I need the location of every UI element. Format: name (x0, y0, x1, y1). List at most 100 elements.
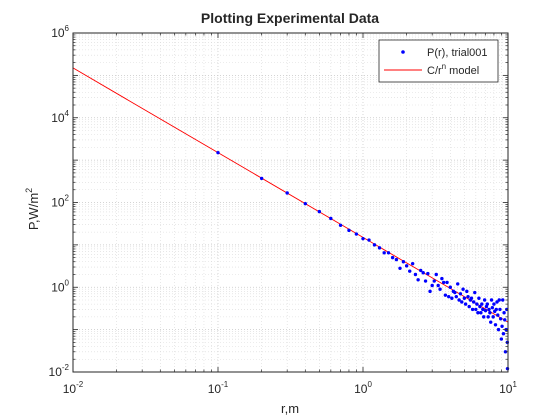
data-point (419, 268, 423, 273)
x-tick-label-exponent: -2 (76, 380, 84, 389)
data-point (216, 150, 220, 155)
data-point (329, 216, 333, 221)
data-point (401, 260, 406, 264)
y-tick-label-base: 10 (49, 365, 63, 379)
data-point (492, 302, 496, 306)
x-tick-label: 100 (354, 380, 372, 396)
data-point (482, 315, 486, 319)
data-point (462, 296, 467, 300)
data-point (473, 290, 477, 295)
y-tick-label: 102 (51, 194, 69, 210)
data-point (493, 323, 498, 327)
data-point (259, 176, 264, 181)
data-point (472, 300, 476, 304)
data-point (398, 266, 402, 270)
data-point (475, 302, 479, 306)
data-point (458, 292, 463, 296)
data-point (482, 298, 487, 302)
data-point (317, 209, 322, 214)
data-point (448, 285, 452, 289)
data-point (478, 304, 482, 309)
x-tick-label-base: 10 (63, 382, 77, 396)
data-point (463, 302, 468, 306)
data-point (489, 320, 493, 324)
y-tick-label-exponent: 4 (65, 109, 70, 118)
legend-marker-trial001 (401, 50, 405, 54)
data-point (456, 282, 460, 286)
y-tick-label: 100 (51, 278, 69, 294)
data-point (490, 305, 495, 310)
x-tick-label-exponent: 0 (367, 380, 372, 389)
y-tick-label-base: 10 (51, 196, 65, 210)
data-point (491, 315, 495, 319)
data-point (483, 308, 488, 313)
x-tick-label: 10-1 (208, 380, 229, 396)
data-point (470, 307, 475, 312)
data-point (434, 272, 438, 277)
data-point (450, 296, 454, 300)
chart-title: Plotting Experimental Data (201, 10, 379, 26)
data-point (500, 324, 504, 328)
data-point (479, 311, 483, 315)
data-point (416, 278, 420, 282)
data-point (460, 300, 464, 304)
data-point (476, 311, 480, 315)
data-point (438, 287, 442, 291)
y-tick-label-exponent: 6 (65, 24, 70, 33)
x-tick-label-exponent: -1 (221, 380, 229, 389)
data-point (354, 232, 359, 236)
data-point (372, 243, 377, 247)
data-point (408, 269, 412, 273)
y-tick-label-base: 10 (51, 111, 65, 125)
tick-marks (72, 32, 509, 373)
legend: P(r), trial001 C/rn model (378, 39, 499, 83)
data-point (441, 280, 446, 285)
y-tick-label-base: 10 (51, 26, 65, 40)
data-point (485, 302, 490, 306)
data-point (454, 294, 458, 299)
data-point (303, 201, 307, 206)
data-point (377, 246, 382, 250)
data-point (453, 290, 457, 295)
data-point (410, 261, 415, 266)
x-tick-label-base: 10 (354, 382, 368, 396)
data-point (495, 300, 499, 304)
data-point (466, 294, 470, 299)
x-tick-label-exponent: 1 (512, 380, 517, 389)
data-point (501, 332, 506, 336)
data-point (440, 276, 444, 281)
data-point (461, 287, 465, 291)
data-point (445, 280, 449, 285)
data-point (474, 307, 478, 312)
legend-label-model-base: C/r (427, 65, 442, 77)
grid (72, 32, 509, 373)
data-point (421, 271, 425, 275)
data-point (480, 302, 484, 306)
data-point (382, 251, 386, 255)
y-tick-label: 104 (51, 109, 69, 125)
data-point (465, 289, 469, 294)
legend-box (378, 39, 499, 83)
data-point (486, 315, 490, 319)
data-point (457, 298, 461, 302)
data-point (428, 289, 432, 294)
data-point (386, 251, 391, 255)
y-tick-label-exponent: -2 (62, 363, 70, 372)
data-point (498, 307, 502, 312)
data-point (430, 283, 434, 288)
data-point (487, 307, 491, 312)
x-tick-label: 101 (499, 380, 517, 396)
y-axis-label-superscript: 2 (24, 188, 34, 193)
x-axis-label: r,m (281, 401, 299, 416)
data-point (367, 238, 371, 242)
plot-area (72, 32, 510, 373)
data-point (413, 272, 418, 277)
series-layer (72, 67, 510, 371)
y-axis-label: P,W/m2 (24, 188, 41, 230)
data-point (443, 293, 448, 297)
data-point (447, 294, 451, 299)
y-tick-label-exponent: 2 (65, 194, 70, 203)
data-point (426, 271, 430, 276)
